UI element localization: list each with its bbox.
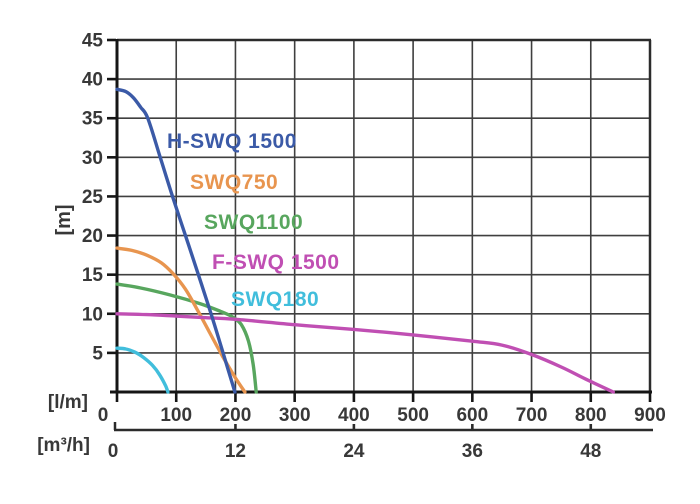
y-axis-ticks-and-labels: 45 40 35 30 25 20 15 10 5 [82, 31, 116, 364]
y-tick-label: 40 [82, 70, 103, 91]
x-tick-label-m3h: 36 [462, 441, 483, 462]
plot-border [117, 38, 652, 392]
y-tick-label: 35 [82, 109, 104, 130]
x-tick-label-lm: 600 [456, 405, 488, 426]
curve-label-f-swq-1500: F-SWQ 1500 [212, 251, 340, 274]
x-axis-unit-label-m3h: [m³/h] [37, 435, 90, 456]
y-tick-label: 5 [92, 343, 103, 364]
x-tick-label-lm: 100 [160, 405, 192, 426]
y-tick-label: 20 [82, 226, 103, 247]
x-axis-lm-ticks-and-labels: 0 100 200 300 400 500 600 700 800 900 [98, 393, 666, 426]
x-tick-label-m3h: 0 [108, 441, 119, 462]
x-tick-label-lm: 500 [397, 405, 429, 426]
x-tick-label-m3h: 48 [580, 441, 601, 462]
curve-label-h-swq-1500: H-SWQ 1500 [167, 130, 297, 153]
curve-swq180 [115, 346, 170, 394]
series-labels: H-SWQ 1500 SWQ750 SWQ1100 F-SWQ 1500 SWQ180 [167, 130, 340, 311]
curve-label-swq750: SWQ750 [190, 171, 278, 194]
x-tick-label-m3h: 12 [225, 441, 246, 462]
curve-label-swq1100: SWQ1100 [204, 211, 303, 234]
y-tick-label: 45 [82, 31, 104, 52]
x-tick-label-lm: 700 [516, 405, 548, 426]
series-curves [115, 87, 615, 394]
x-tick-label-lm: 0 [98, 405, 109, 426]
x-axis-m3h: 0 12 24 36 48 [108, 422, 653, 462]
y-tick-label: 15 [82, 265, 104, 286]
curve-f-swq-1500 [115, 312, 615, 394]
axes [110, 39, 652, 394]
x-tick-label-lm: 300 [279, 405, 311, 426]
y-tick-label: 25 [82, 187, 104, 208]
x-axis-unit-label-lm: [l/m] [48, 392, 88, 413]
x-tick-label-lm: 200 [220, 405, 252, 426]
curve-h-swq-1500 [115, 87, 237, 394]
y-tick-label: 30 [82, 148, 103, 169]
x-tick-label-m3h: 24 [343, 441, 365, 462]
x-tick-label-lm: 900 [634, 405, 666, 426]
axis-unit-labels: [m] [l/m] [m³/h] [37, 204, 90, 456]
x-tick-label-lm: 400 [338, 405, 370, 426]
grid-lines [117, 40, 650, 392]
curve-swq1100 [115, 282, 258, 394]
y-axis-unit-label: [m] [53, 204, 75, 235]
x-tick-label-lm: 800 [575, 405, 607, 426]
y-tick-label: 10 [82, 304, 103, 325]
curve-label-swq180: SWQ180 [231, 288, 319, 311]
